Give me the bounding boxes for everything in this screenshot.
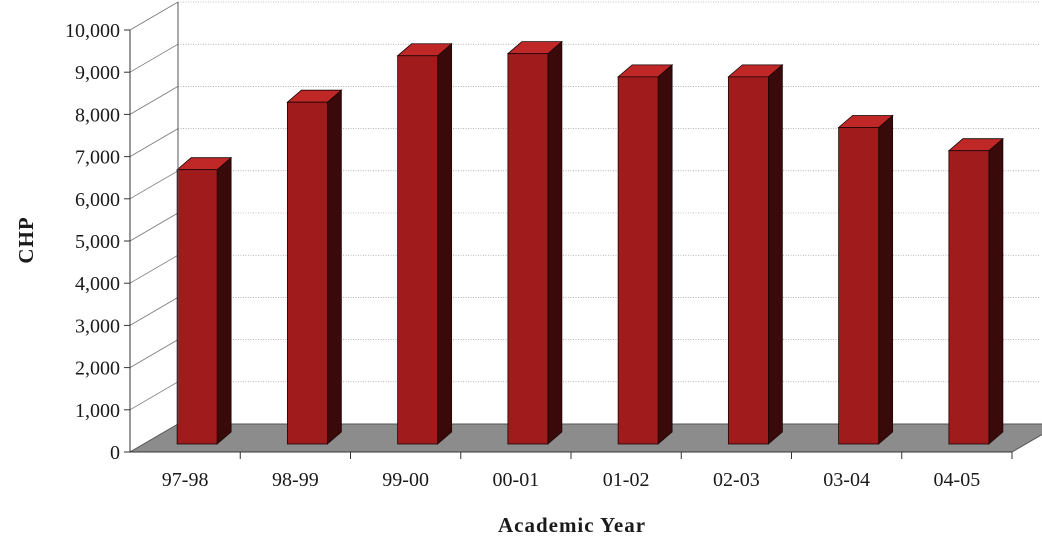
gridline-side (129, 254, 179, 284)
y-tick-label: 6,000 (75, 189, 120, 211)
bar-side (547, 40, 563, 445)
bar-side (988, 137, 1004, 445)
x-tick-label: 97-98 (162, 469, 209, 491)
bar-02-03 (727, 63, 784, 445)
bar (838, 127, 880, 445)
bar-04-05 (947, 137, 1004, 445)
bar-99-00 (396, 42, 453, 445)
y-tick-label: 0 (110, 442, 120, 464)
gridline-side (129, 1, 179, 31)
x-axis-title: Academic Year (498, 513, 646, 537)
y-tick-label: 5,000 (75, 231, 120, 253)
gridline-side (129, 212, 179, 242)
bar (397, 55, 439, 445)
y-tick-label: 10,000 (65, 20, 120, 42)
bar (176, 169, 218, 445)
bars (176, 40, 1004, 445)
bar-03-04 (837, 114, 894, 445)
gridline-side (129, 170, 179, 200)
y-tick-label: 3,000 (75, 315, 120, 337)
x-tick-label: 02-03 (713, 469, 760, 491)
bar-side (767, 63, 783, 445)
gridline-side (129, 128, 179, 157)
x-tick-label: 03-04 (823, 469, 870, 491)
gridline-side (129, 381, 179, 411)
bar (948, 150, 990, 445)
bar (727, 76, 769, 445)
bar (286, 101, 328, 445)
x-tick-label: 04-05 (934, 469, 981, 491)
gridlines (129, 1, 1040, 411)
y-tick-label: 8,000 (75, 104, 120, 126)
gridline-side (129, 339, 179, 368)
gridline-side (129, 86, 179, 115)
y-tick-labels: 0 1,000 2,000 3,000 4,000 5,000 6,000 7,000 8,00… (65, 20, 120, 464)
gridline-side (129, 43, 179, 73)
bar-side (437, 42, 453, 445)
bar-side (878, 114, 894, 445)
y-tick-label: 1,000 (75, 400, 120, 422)
x-tick-label: 00-01 (493, 469, 540, 491)
bar-side (326, 89, 342, 445)
bar-97-98 (176, 156, 233, 445)
bar-side (657, 63, 673, 445)
axes (124, 2, 1013, 459)
bar-00-01 (506, 40, 563, 445)
y-tick-label: 2,000 (75, 358, 120, 380)
gridline-side (129, 297, 179, 326)
x-tick-label: 01-02 (603, 469, 650, 491)
floor-plane (128, 423, 1042, 453)
bar (507, 53, 549, 445)
y-tick-label: 9,000 (75, 62, 120, 84)
x-tick-labels: 97-98 98-99 99-00 00-01 01-02 02-03 03-04 04-05 (162, 469, 980, 491)
bar (617, 76, 659, 445)
x-tick-label: 99-00 (382, 469, 429, 491)
y-tick-label: 7,000 (75, 147, 120, 169)
bar-98-99 (286, 89, 343, 445)
x-tick-label: 98-99 (272, 469, 319, 491)
bar-side (216, 156, 232, 445)
y-tick-label: 4,000 (75, 273, 120, 295)
bar-01-02 (617, 63, 674, 445)
chart-floor (128, 423, 1042, 453)
y-axis-title: CHP (14, 216, 38, 263)
